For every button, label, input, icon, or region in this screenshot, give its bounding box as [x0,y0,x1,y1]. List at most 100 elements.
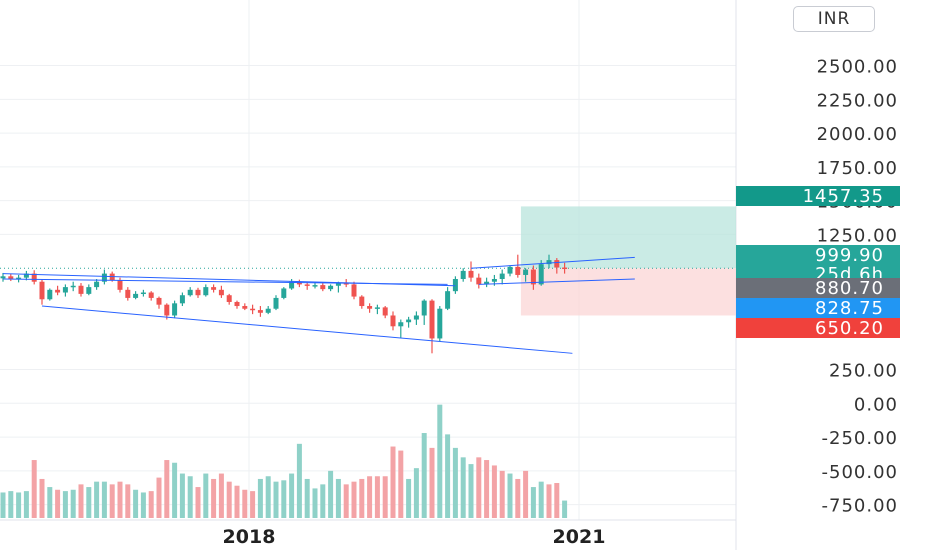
candle[interactable] [62,287,68,293]
candle[interactable] [484,281,490,285]
candle[interactable] [367,306,373,309]
candle[interactable] [257,310,263,313]
trendline[interactable] [470,256,635,269]
candle[interactable] [172,303,178,316]
candle[interactable] [39,281,45,300]
candle[interactable] [55,289,61,293]
candle[interactable] [195,289,201,296]
candle[interactable] [273,297,279,309]
candle[interactable] [94,281,100,288]
candle[interactable] [437,308,443,339]
candle[interactable] [16,277,22,280]
volume-bar [499,470,505,518]
volume-bar [70,489,76,518]
trendline[interactable] [478,278,635,285]
volume-bar [343,484,349,518]
candle[interactable] [117,280,123,290]
candle[interactable] [281,288,287,298]
candle[interactable] [515,266,521,275]
candle[interactable] [70,285,76,288]
candle[interactable] [47,289,53,300]
candle[interactable] [445,291,451,309]
candle[interactable] [328,285,334,290]
volume-bar [117,481,123,518]
candle[interactable] [562,267,568,270]
volume-bar [78,484,84,518]
target-zone[interactable] [520,206,736,269]
candle[interactable] [374,307,380,309]
candle[interactable] [211,287,217,290]
candle[interactable] [179,295,185,304]
candle[interactable] [421,300,427,316]
volume-bar [156,477,162,518]
candle[interactable] [491,279,497,282]
candle[interactable] [164,304,170,316]
candle[interactable] [390,315,396,327]
candle[interactable] [187,289,193,296]
volume-bar [125,484,131,518]
candle[interactable] [101,273,107,282]
candle[interactable] [476,277,482,285]
candle[interactable] [203,287,209,296]
volume-bar [133,489,139,518]
candle[interactable] [86,287,92,294]
candle[interactable] [359,296,365,307]
candle[interactable] [78,285,84,294]
volume-bar [304,478,310,518]
candle[interactable] [140,292,146,295]
volume-bar [226,481,232,518]
candle[interactable] [429,300,435,339]
volume-bar [289,473,295,518]
currency-badge[interactable]: INR [793,6,875,32]
candle[interactable] [23,273,29,278]
candle[interactable] [546,260,552,265]
price-axis-label: 1250.00 [817,225,898,246]
candle[interactable] [351,284,357,297]
trendline[interactable] [41,305,573,354]
candle[interactable] [398,322,404,327]
candle[interactable] [8,276,14,280]
candle[interactable] [218,289,224,296]
stop-zone[interactable] [520,268,736,316]
candle[interactable] [468,270,474,278]
time-axis-label: 2021 [553,526,606,548]
candle[interactable] [452,279,458,292]
candle[interactable] [289,281,295,289]
price-tag-stop [736,318,900,338]
candle[interactable] [148,292,154,298]
candle[interactable] [413,315,419,320]
candle[interactable] [406,319,412,323]
candle[interactable] [250,308,256,311]
candle[interactable] [507,266,513,274]
candle[interactable] [125,289,131,298]
candle[interactable] [265,308,271,313]
candle[interactable] [523,269,529,275]
volume-bar [281,480,287,518]
volume-bar [328,470,334,518]
price-tag-marker [736,298,900,318]
candle[interactable] [156,297,162,305]
candle[interactable] [320,285,326,290]
candle[interactable] [499,273,505,280]
candle[interactable] [335,283,341,286]
candle[interactable] [554,260,560,268]
candle[interactable] [226,295,232,302]
candle[interactable] [0,276,6,279]
candle[interactable] [242,306,248,309]
volume-bar [335,478,341,518]
candle[interactable] [382,307,388,316]
volume-bar [203,473,209,518]
candle[interactable] [133,293,139,298]
volume-bar [320,484,326,518]
candle[interactable] [31,273,37,282]
candle[interactable] [343,283,349,285]
candle[interactable] [312,285,318,287]
candle[interactable] [234,301,240,307]
candle[interactable] [304,284,310,286]
candle[interactable] [538,264,544,285]
volume-bar [31,460,37,518]
trendline[interactable] [2,278,448,285]
candle[interactable] [460,270,466,280]
candle[interactable] [530,269,536,285]
